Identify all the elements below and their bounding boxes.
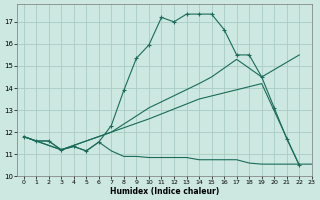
X-axis label: Humidex (Indice chaleur): Humidex (Indice chaleur)	[110, 187, 219, 196]
